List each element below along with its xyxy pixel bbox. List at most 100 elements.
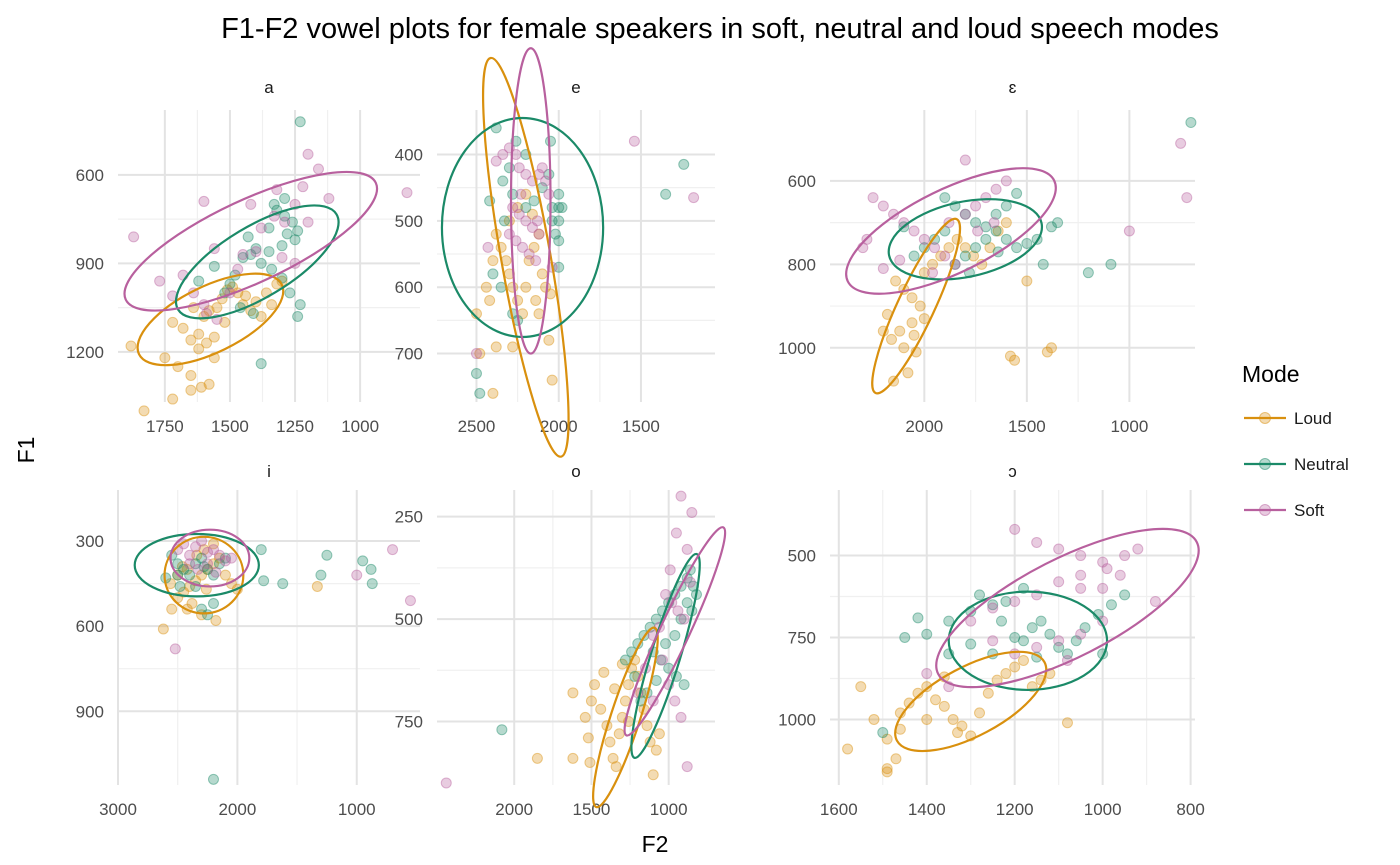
y-tick-label: 500 (395, 610, 423, 629)
point-neutral (1061, 648, 1073, 660)
point-loud (219, 316, 231, 328)
point-loud (523, 255, 535, 267)
ellipse-loud (894, 650, 1048, 753)
point-neutral (1000, 595, 1012, 607)
point-soft (929, 242, 941, 254)
point-soft (1175, 137, 1187, 149)
point-loud (1000, 668, 1012, 680)
point-loud (203, 378, 215, 390)
point-soft (297, 181, 309, 193)
point-soft (970, 200, 982, 212)
point-neutral (1052, 217, 1064, 229)
grid (437, 490, 715, 785)
y-tick-label: 1000 (778, 710, 816, 729)
y-tick-label: 900 (76, 702, 104, 721)
x-tick-label: 2000 (495, 800, 533, 819)
point-soft (225, 552, 237, 564)
x-axis-label: F2 (642, 831, 669, 857)
legend-key-point (1259, 412, 1271, 424)
point-neutral (1000, 233, 1012, 245)
point-neutral (498, 215, 510, 227)
facet-panel-1: a 1750 1500 1250 1000 600 900 1200 (66, 78, 420, 436)
point-soft (190, 541, 202, 553)
point-soft (520, 215, 532, 227)
point-neutral (1105, 258, 1117, 270)
point-soft (987, 635, 999, 647)
facet-label: o (571, 462, 580, 481)
y-axis-label: F1 (13, 437, 39, 464)
point-loud (927, 258, 939, 270)
point-neutral (1011, 242, 1023, 254)
legend-item-soft: Soft (1244, 501, 1325, 520)
point-neutral (284, 287, 296, 299)
point-loud (210, 614, 222, 626)
point-loud (1009, 661, 1021, 673)
point-loud (193, 343, 205, 355)
point-soft (894, 254, 906, 266)
point-neutral (193, 275, 205, 287)
point-soft (1114, 569, 1126, 581)
point-soft (401, 187, 413, 199)
point-loud (202, 563, 214, 575)
point-loud (582, 732, 594, 744)
point-soft (987, 602, 999, 614)
point-neutral (877, 727, 889, 739)
point-soft (440, 777, 452, 789)
facet-label: a (264, 78, 274, 97)
y-tick-label: 1000 (778, 339, 816, 358)
point-neutral (219, 552, 231, 564)
point-loud (992, 225, 1004, 237)
x-tick-label: 1250 (276, 417, 314, 436)
point-neutral (1044, 628, 1056, 640)
point-neutral (294, 116, 306, 128)
point-neutral (286, 216, 298, 228)
y-tick-label: 250 (395, 508, 423, 527)
point-loud (507, 281, 519, 293)
point-neutral (277, 578, 289, 590)
point-loud (125, 340, 137, 352)
point-neutral (224, 278, 236, 290)
point-loud (507, 341, 519, 353)
point-loud (938, 700, 950, 712)
point-soft (877, 200, 889, 212)
point-loud (604, 736, 616, 748)
point-neutral (545, 135, 557, 147)
points (157, 535, 416, 785)
point-neutral (939, 192, 951, 204)
point-loud (167, 316, 179, 328)
point-loud (266, 299, 278, 311)
point-neutral (959, 208, 971, 220)
point-neutral (207, 569, 219, 581)
legend-title: Mode (1242, 361, 1300, 387)
point-neutral (255, 358, 267, 370)
point-neutral (196, 552, 208, 564)
point-neutral (987, 599, 999, 611)
point-soft (980, 192, 992, 204)
point-loud (921, 713, 933, 725)
point-neutral (1119, 589, 1131, 601)
point-neutral (207, 597, 219, 609)
point-loud (543, 334, 555, 346)
point-neutral (292, 310, 304, 322)
point-neutral (503, 162, 515, 174)
point-soft (1075, 582, 1087, 594)
ellipse-neutral (887, 198, 1044, 281)
point-loud (138, 405, 150, 417)
point-loud (185, 369, 197, 381)
ellipses (894, 527, 1200, 753)
point-soft (520, 168, 532, 180)
point-loud (512, 294, 524, 306)
point-soft (656, 654, 668, 666)
point-neutral (268, 198, 280, 210)
y-tick-label: 400 (395, 145, 423, 164)
point-loud (647, 769, 659, 781)
point-soft (1000, 175, 1012, 187)
point-loud (842, 743, 854, 755)
point-soft (1009, 648, 1021, 660)
point-neutral (184, 569, 196, 581)
point-loud (1000, 217, 1012, 229)
point-loud (167, 393, 179, 405)
point-soft (207, 544, 219, 556)
point-loud (520, 281, 532, 293)
ellipse-neutral (947, 590, 1109, 692)
